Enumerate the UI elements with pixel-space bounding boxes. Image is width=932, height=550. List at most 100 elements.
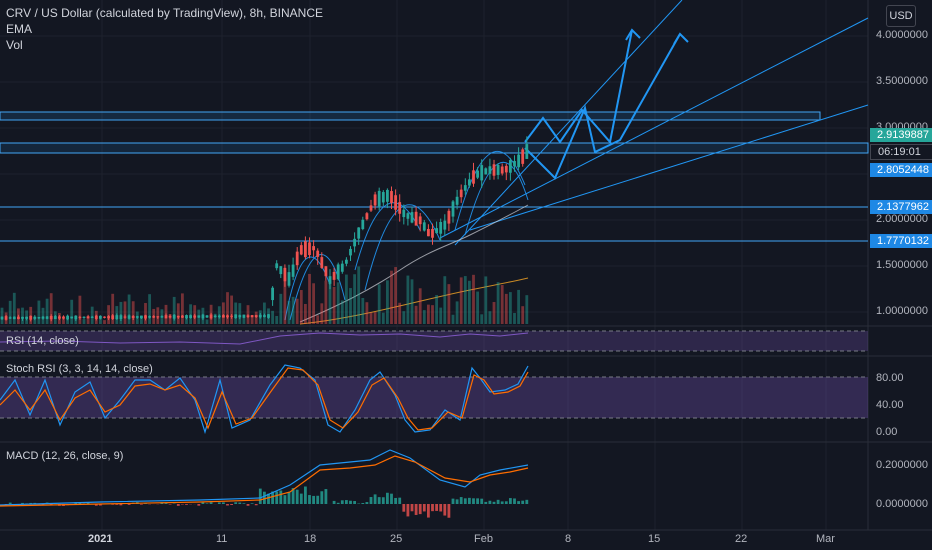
macd-tick: 0.2000000	[876, 459, 928, 471]
rsi-band	[0, 331, 868, 351]
candle-body	[111, 315, 115, 320]
candle-body	[226, 315, 229, 318]
volume-bar	[197, 309, 201, 324]
stoch-band	[0, 377, 868, 418]
macd-bar	[320, 491, 324, 504]
macd-bar	[332, 500, 336, 504]
candle-body	[140, 315, 143, 319]
candle-body	[258, 314, 262, 318]
candle-body	[435, 228, 438, 234]
macd-bar	[427, 504, 430, 518]
volume-bar	[299, 290, 303, 324]
macd-bar	[484, 501, 488, 504]
volume-bar	[361, 297, 365, 324]
candle-body	[185, 315, 188, 319]
macd-bar	[82, 503, 86, 504]
candle-body	[418, 216, 422, 225]
candle-body	[361, 219, 365, 230]
macd-bar	[394, 497, 397, 504]
candle-body	[25, 316, 28, 319]
volume-bar	[140, 315, 143, 324]
volume-bar	[144, 303, 147, 324]
stoch-title[interactable]: Stoch RSI (3, 3, 14, 14, close)	[6, 363, 153, 375]
candle-body	[213, 315, 217, 318]
trend-lines[interactable]	[439, 0, 869, 246]
candle-body	[299, 245, 303, 255]
candle-body	[304, 241, 307, 258]
current-zone[interactable]	[0, 142, 869, 154]
macd-bar	[373, 494, 377, 504]
volume-bar	[386, 280, 389, 324]
currency-button[interactable]: USD	[886, 5, 916, 27]
volume-bar	[320, 303, 324, 324]
macd-bar	[299, 493, 303, 504]
macd-title[interactable]: MACD (12, 26, close, 9)	[6, 450, 124, 462]
candle-body	[103, 316, 106, 318]
volume-bar	[78, 295, 82, 324]
projection-path[interactable]	[524, 28, 689, 180]
volume-bar	[45, 298, 49, 324]
macd-bar	[250, 503, 254, 504]
macd-bar	[365, 502, 369, 504]
candle-body	[17, 316, 20, 320]
macd-bar	[279, 490, 283, 504]
volume-bar	[275, 315, 279, 324]
volume-bar	[427, 304, 430, 324]
rsi-title[interactable]: RSI (14, close)	[6, 335, 79, 347]
candle-body	[45, 316, 49, 319]
candlesticks[interactable]	[0, 136, 529, 322]
candle-body	[443, 220, 447, 230]
resistance-zone[interactable]	[0, 111, 821, 121]
horizontal-levels[interactable]	[0, 206, 868, 242]
macd-bar	[480, 498, 484, 504]
macd-bar	[234, 502, 238, 504]
macd-tick: 0.0000000	[876, 498, 928, 510]
candle-body	[406, 213, 410, 219]
candle-body	[189, 315, 192, 319]
candle-body	[160, 316, 164, 318]
candle-body	[205, 315, 209, 318]
macd-bar	[345, 500, 348, 504]
candle-body	[500, 166, 504, 174]
candle-body	[332, 271, 336, 280]
candle-body	[427, 228, 430, 237]
candle-body	[439, 222, 443, 234]
volume-bar	[328, 280, 332, 324]
macd-bar	[295, 489, 299, 504]
volume-bar	[492, 302, 496, 324]
candle-body	[279, 266, 283, 275]
indicator-ema[interactable]: EMA	[6, 22, 33, 36]
volume-bar	[340, 300, 344, 324]
ema-line-orange	[299, 277, 529, 325]
candle-body	[181, 315, 184, 318]
candle-body	[12, 316, 16, 320]
candle-body	[521, 149, 525, 164]
candle-body	[369, 205, 373, 211]
chart-title: CRV / US Dollar (calculated by TradingVi…	[6, 6, 324, 20]
time-tick: 18	[304, 533, 317, 545]
macd-bar	[258, 488, 262, 504]
macd-bar	[267, 493, 270, 504]
macd-bar	[476, 498, 479, 504]
volume-bar	[410, 279, 414, 324]
candle-body	[131, 315, 135, 319]
volume-bar	[12, 292, 16, 324]
volume-bar	[222, 302, 225, 324]
candle-body	[398, 202, 402, 214]
time-tick: 22	[735, 533, 748, 545]
macd-bar	[263, 491, 266, 504]
volume-bar	[58, 312, 61, 324]
volume-bar	[94, 310, 98, 324]
volume-bar	[123, 301, 127, 324]
macd-bar	[414, 504, 418, 515]
candle-body	[62, 316, 65, 319]
indicator-vol[interactable]: Vol	[6, 38, 23, 52]
volume-bar	[193, 305, 197, 324]
macd-bar	[386, 492, 389, 504]
candle-body	[238, 315, 242, 318]
candle-body	[254, 315, 258, 318]
candle-body	[275, 263, 279, 269]
volume-bar	[422, 310, 426, 324]
volume-bar	[480, 314, 484, 324]
